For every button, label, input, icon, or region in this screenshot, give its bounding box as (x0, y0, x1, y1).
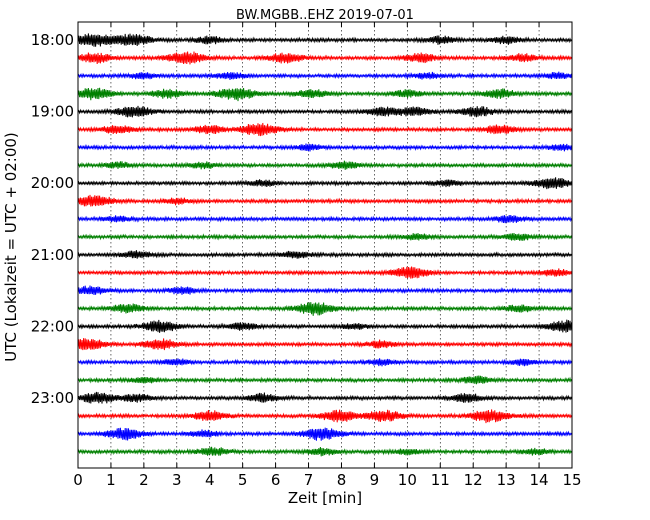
y-tick-label: 18:00 (31, 31, 74, 49)
y-tick-label: 23:00 (31, 389, 74, 407)
y-tick-label: 19:00 (31, 103, 74, 121)
x-tick-label: 8 (337, 471, 347, 489)
seismic-trace (77, 33, 573, 47)
seismic-trace (77, 105, 573, 118)
x-tick-label: 0 (73, 471, 83, 489)
seismic-trace (77, 427, 573, 441)
x-tick-label: 12 (464, 471, 483, 489)
seismic-trace (77, 302, 573, 316)
seismic-trace (77, 194, 573, 207)
y-tick-label: 20:00 (31, 174, 74, 192)
seismic-trace (77, 143, 573, 152)
seismic-trace (77, 338, 573, 351)
x-tick-label: 4 (205, 471, 215, 489)
seismic-trace (77, 232, 573, 241)
y-tick-label: 22:00 (31, 317, 74, 335)
seismic-trace (77, 122, 573, 137)
seismic-trace (77, 446, 573, 457)
seismic-trace (77, 285, 573, 296)
trace-layer (77, 33, 573, 457)
seismic-trace (77, 87, 573, 102)
x-tick-label: 5 (238, 471, 248, 489)
x-tick-label: 14 (530, 471, 549, 489)
seismic-trace (77, 409, 573, 424)
seismic-trace (77, 51, 573, 65)
seismic-trace (77, 319, 573, 333)
x-tick-label: 3 (172, 471, 182, 489)
x-tick-label: 15 (562, 471, 581, 489)
x-tick-label: 6 (271, 471, 281, 489)
chart-title: BW.MGBB..EHZ 2019-07-01 (236, 8, 414, 23)
x-axis-label: Zeit [min] (288, 489, 362, 507)
x-tick-label: 11 (431, 471, 450, 489)
y-axis-label: UTC (Lokalzeit = UTC + 02:00) (2, 132, 20, 362)
seismic-trace (77, 160, 573, 170)
x-tick-label: 2 (139, 471, 149, 489)
x-tick-label: 7 (304, 471, 314, 489)
seismic-trace (77, 358, 573, 367)
tick-layer: 0 1 2 3 4 5 6 7 8 9 10 11 12 13 14 1518:0019:0020:0021:… (31, 22, 582, 489)
seismic-trace (77, 215, 573, 224)
x-tick-label: 9 (370, 471, 380, 489)
y-tick-label: 21:00 (31, 246, 74, 264)
seismic-trace (77, 375, 573, 385)
x-tick-label: 13 (497, 471, 516, 489)
seismic-trace (77, 71, 573, 80)
plot-frame (77, 21, 573, 469)
x-tick-label: 1 (106, 471, 116, 489)
seismic-trace (77, 391, 573, 404)
seismic-trace (77, 250, 573, 259)
seismic-trace (77, 266, 573, 279)
x-tick-label: 10 (398, 471, 417, 489)
seismic-trace (77, 177, 573, 190)
